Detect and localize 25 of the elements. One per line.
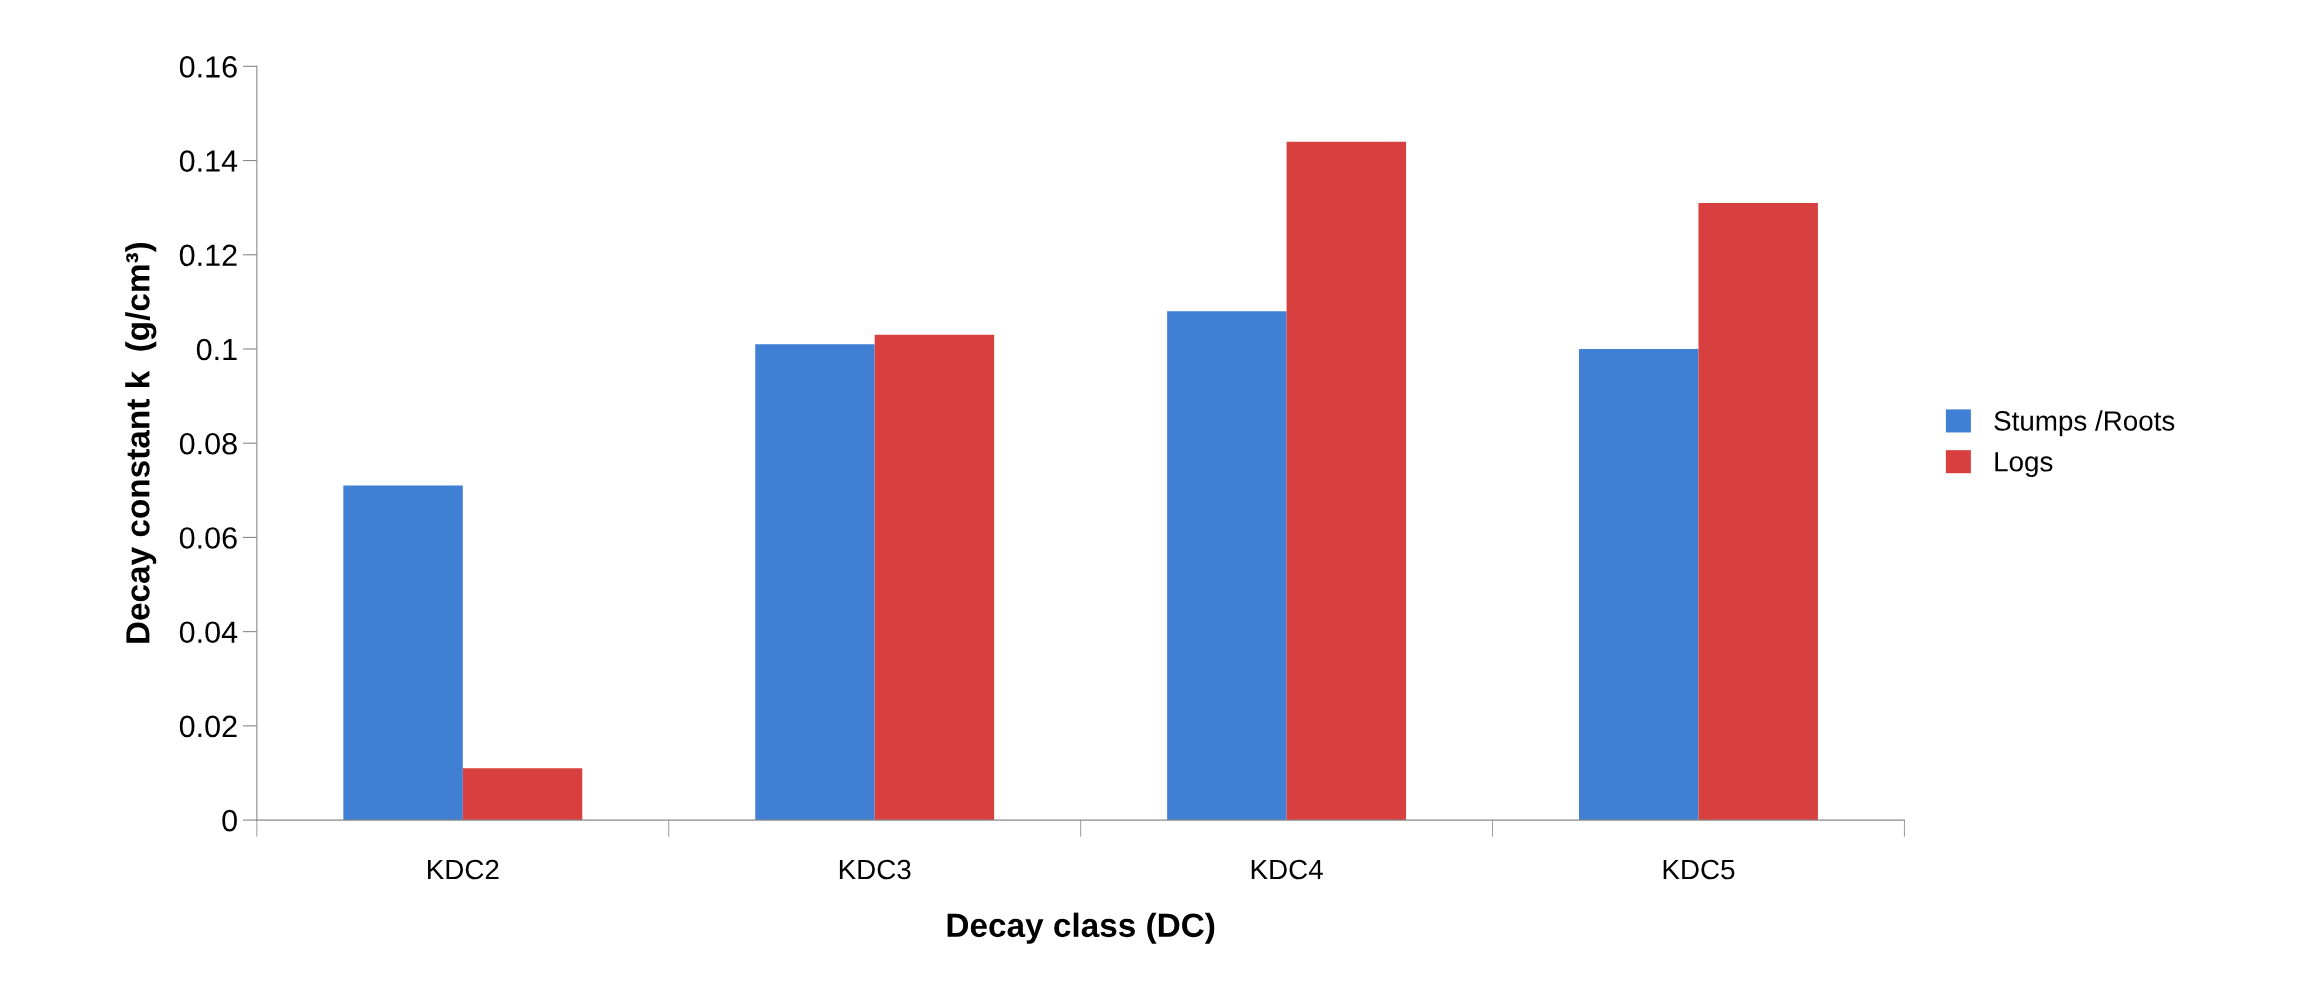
y-tick-label: 0.02 [179,715,237,738]
y-tick-label: 0.1 [196,338,237,361]
x-tick-label: KDC3 [839,859,911,880]
y-tick-label: 0.16 [179,56,237,78]
bar [874,334,995,821]
bar [755,344,875,821]
x-axis-title: Decay class (DC) [947,912,1215,944]
y-tick-label: 0 [222,809,237,832]
bar [1579,348,1699,821]
y-tick-label: 0.04 [179,621,238,644]
y-tick-label: 0.06 [179,527,237,549]
bar [343,485,463,821]
legend-label: Stumps /Roots [1994,410,2175,437]
y-tick-label: 0.14 [179,150,238,172]
bar [462,768,583,821]
y-tick-label: 0.08 [179,432,237,455]
bar [1286,141,1407,821]
bar [1698,202,1818,821]
legend-label: Logs [1995,452,2053,478]
x-tick-label: KDC4 [1251,859,1323,880]
bar [1167,311,1287,821]
x-tick-label: KDC2 [428,859,499,880]
y-axis-title: Decay constant k (g/cm³) [125,242,157,643]
x-tick-label: KDC5 [1663,859,1735,880]
y-tick-label: 0.12 [179,244,237,267]
